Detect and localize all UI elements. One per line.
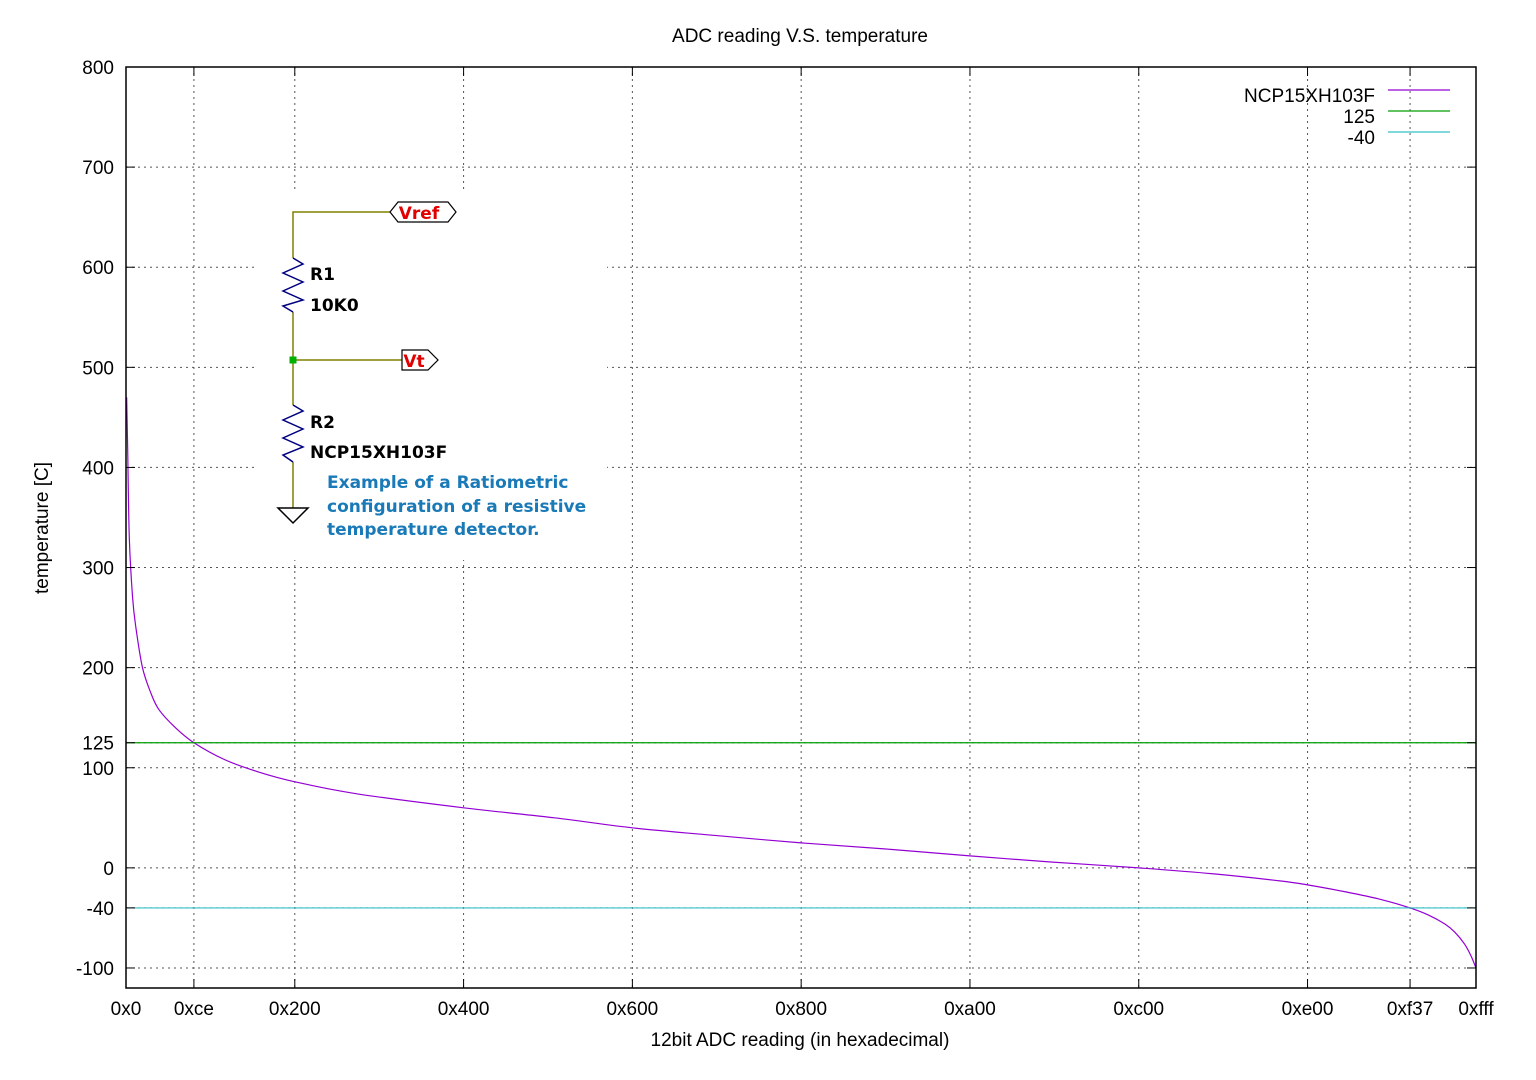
- r1-name: R1: [310, 265, 335, 285]
- y-tick-label: 400: [82, 458, 114, 479]
- r2-name: R2: [310, 413, 335, 433]
- ground-icon: [276, 507, 310, 525]
- caption-line-2: configuration of a resistive: [327, 497, 586, 517]
- schematic-background: [255, 190, 607, 560]
- y-tick-label: 800: [82, 58, 114, 79]
- vref-wire: [292, 211, 390, 258]
- y-axis-label: temperature [C]: [32, 462, 53, 594]
- junction-dot: [289, 356, 297, 364]
- vt-label: Vt: [403, 352, 424, 372]
- x-tick-label: 0xce: [174, 999, 214, 1020]
- legend-label: -40: [1348, 128, 1375, 149]
- x-tick-label: 0x800: [775, 999, 827, 1020]
- r1-value: 10K0: [310, 296, 359, 316]
- x-tick-label: 0xf37: [1387, 999, 1433, 1020]
- r1-resistor-icon: [281, 257, 306, 313]
- y-tick-label: 700: [82, 158, 114, 179]
- schematic-wires: [292, 211, 402, 508]
- chart-title: ADC reading V.S. temperature: [672, 26, 928, 47]
- x-tick-label: 0xfff: [1458, 999, 1494, 1020]
- vref-label: Vref: [399, 204, 440, 224]
- x-tick-label: 0xc00: [1113, 999, 1164, 1020]
- vref-port-icon: [389, 201, 457, 223]
- y-tick-label: 125: [82, 734, 114, 755]
- y-tick-label: 500: [82, 358, 114, 379]
- vt-port-icon: [401, 349, 439, 371]
- x-tick-label: 0xe00: [1282, 999, 1334, 1020]
- y-tick-label: 300: [82, 559, 114, 580]
- y-tick-label: -100: [76, 959, 114, 980]
- x-tick-label: 0x0: [111, 999, 142, 1020]
- y-tick-label: 200: [82, 659, 114, 680]
- x-tick-label: 0xa00: [944, 999, 996, 1020]
- caption-line-3: temperature detector.: [327, 520, 540, 540]
- r2-resistor-icon: [281, 404, 305, 463]
- x-tick-label: 0x600: [606, 999, 658, 1020]
- x-tick-label: 0x200: [269, 999, 321, 1020]
- x-tick-label: 0x400: [438, 999, 490, 1020]
- legend-label: NCP15XH103F: [1244, 86, 1375, 107]
- y-tick-label: 100: [82, 759, 114, 780]
- schematic-diagram: Vref Vt R1 10K0 R2 NCP15XH103F Example o…: [255, 190, 607, 560]
- r2-value: NCP15XH103F: [310, 443, 447, 463]
- legend-label: 125: [1343, 107, 1375, 128]
- y-tick-label: -40: [87, 899, 114, 920]
- series-group: [126, 397, 1477, 969]
- caption-line-1: Example of a Ratiometric: [327, 473, 568, 493]
- x-axis-label: 12bit ADC reading (in hexadecimal): [651, 1030, 950, 1051]
- y-tick-label: 600: [82, 258, 114, 279]
- ticks: 0x0 0xce 0x200 0x400 0x600 0x800 0xa00 0xc00 0xe…: [76, 58, 1494, 1020]
- y-tick-label: 0: [103, 859, 114, 880]
